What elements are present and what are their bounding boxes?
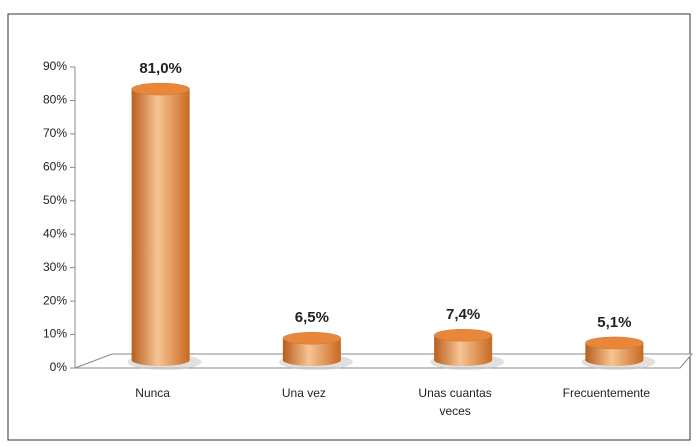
bar (127, 82, 202, 370)
y-tick-label: 80% (43, 93, 67, 107)
bar (278, 332, 353, 370)
bar (430, 329, 505, 370)
y-tick-label: 70% (43, 126, 67, 140)
x-tick-label: Nunca (135, 386, 170, 400)
bar-body (585, 342, 644, 366)
bar-top (282, 332, 342, 345)
y-tick-label: 30% (43, 260, 67, 274)
bar-body (282, 338, 341, 366)
x-tick-label: Una vez (281, 386, 326, 400)
y-tick-label: 50% (43, 193, 67, 207)
bar-top (131, 82, 190, 96)
value-label: 7,4% (446, 306, 480, 323)
y-tick-label: 90% (43, 59, 67, 73)
bar-top (585, 336, 644, 350)
y-tick-label: 40% (43, 226, 67, 240)
frame (7, 13, 691, 441)
y-tick-label: 10% (43, 327, 67, 341)
bar-body (131, 89, 190, 366)
y-tick-label: 0% (50, 360, 68, 374)
y-tick-label: 20% (43, 293, 67, 307)
bar-body (434, 335, 493, 366)
value-label: 81,0% (139, 60, 182, 77)
x-tick-label: Unas cuantas veces (418, 386, 492, 418)
x-tick-label: Frecuentemente (562, 386, 651, 400)
value-label: 6,5% (295, 309, 329, 326)
bar (581, 336, 656, 370)
y-tick-label: 60% (43, 160, 67, 174)
bar-top (433, 329, 493, 342)
value-label: 5,1% (597, 314, 631, 331)
